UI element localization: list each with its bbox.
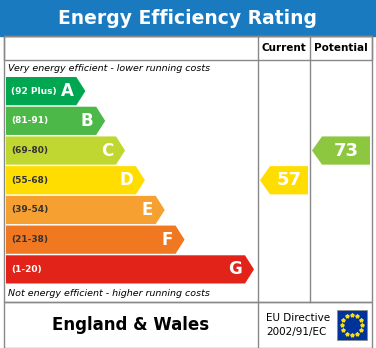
Text: (39-54): (39-54)	[11, 205, 48, 214]
Bar	[4, 36, 372, 60]
Text: Energy Efficiency Rating: Energy Efficiency Rating	[59, 8, 317, 27]
Text: D: D	[119, 171, 133, 189]
Text: EU Directive: EU Directive	[266, 313, 330, 323]
Bar	[4, 36, 372, 302]
Bar	[0, 0, 376, 36]
Text: (69-80): (69-80)	[11, 146, 48, 155]
Text: A: A	[61, 82, 73, 100]
Text: England & Wales: England & Wales	[52, 316, 209, 334]
Text: Current: Current	[262, 43, 306, 53]
Text: 2002/91/EC: 2002/91/EC	[266, 327, 326, 337]
Text: E: E	[141, 201, 153, 219]
Polygon shape	[6, 255, 254, 284]
Text: Not energy efficient - higher running costs: Not energy efficient - higher running co…	[8, 289, 210, 298]
Polygon shape	[260, 166, 308, 194]
Text: B: B	[80, 112, 93, 130]
Polygon shape	[6, 196, 165, 224]
Text: 73: 73	[334, 142, 358, 159]
Bar	[4, 302, 372, 348]
Polygon shape	[6, 166, 145, 194]
Text: (81-91): (81-91)	[11, 116, 48, 125]
Polygon shape	[6, 107, 105, 135]
Text: Potential: Potential	[314, 43, 368, 53]
Text: Very energy efficient - lower running costs: Very energy efficient - lower running co…	[8, 64, 210, 73]
Text: (92 Plus): (92 Plus)	[11, 87, 57, 96]
Polygon shape	[312, 136, 370, 165]
Text: 57: 57	[276, 171, 302, 189]
Polygon shape	[6, 226, 185, 254]
Polygon shape	[6, 77, 85, 105]
Bar	[337, 310, 367, 340]
Text: F: F	[161, 231, 173, 249]
Text: G: G	[228, 260, 242, 278]
Text: (1-20): (1-20)	[11, 265, 42, 274]
Text: C: C	[101, 142, 113, 159]
Text: (55-68): (55-68)	[11, 176, 48, 185]
Polygon shape	[6, 136, 125, 165]
Text: (21-38): (21-38)	[11, 235, 48, 244]
